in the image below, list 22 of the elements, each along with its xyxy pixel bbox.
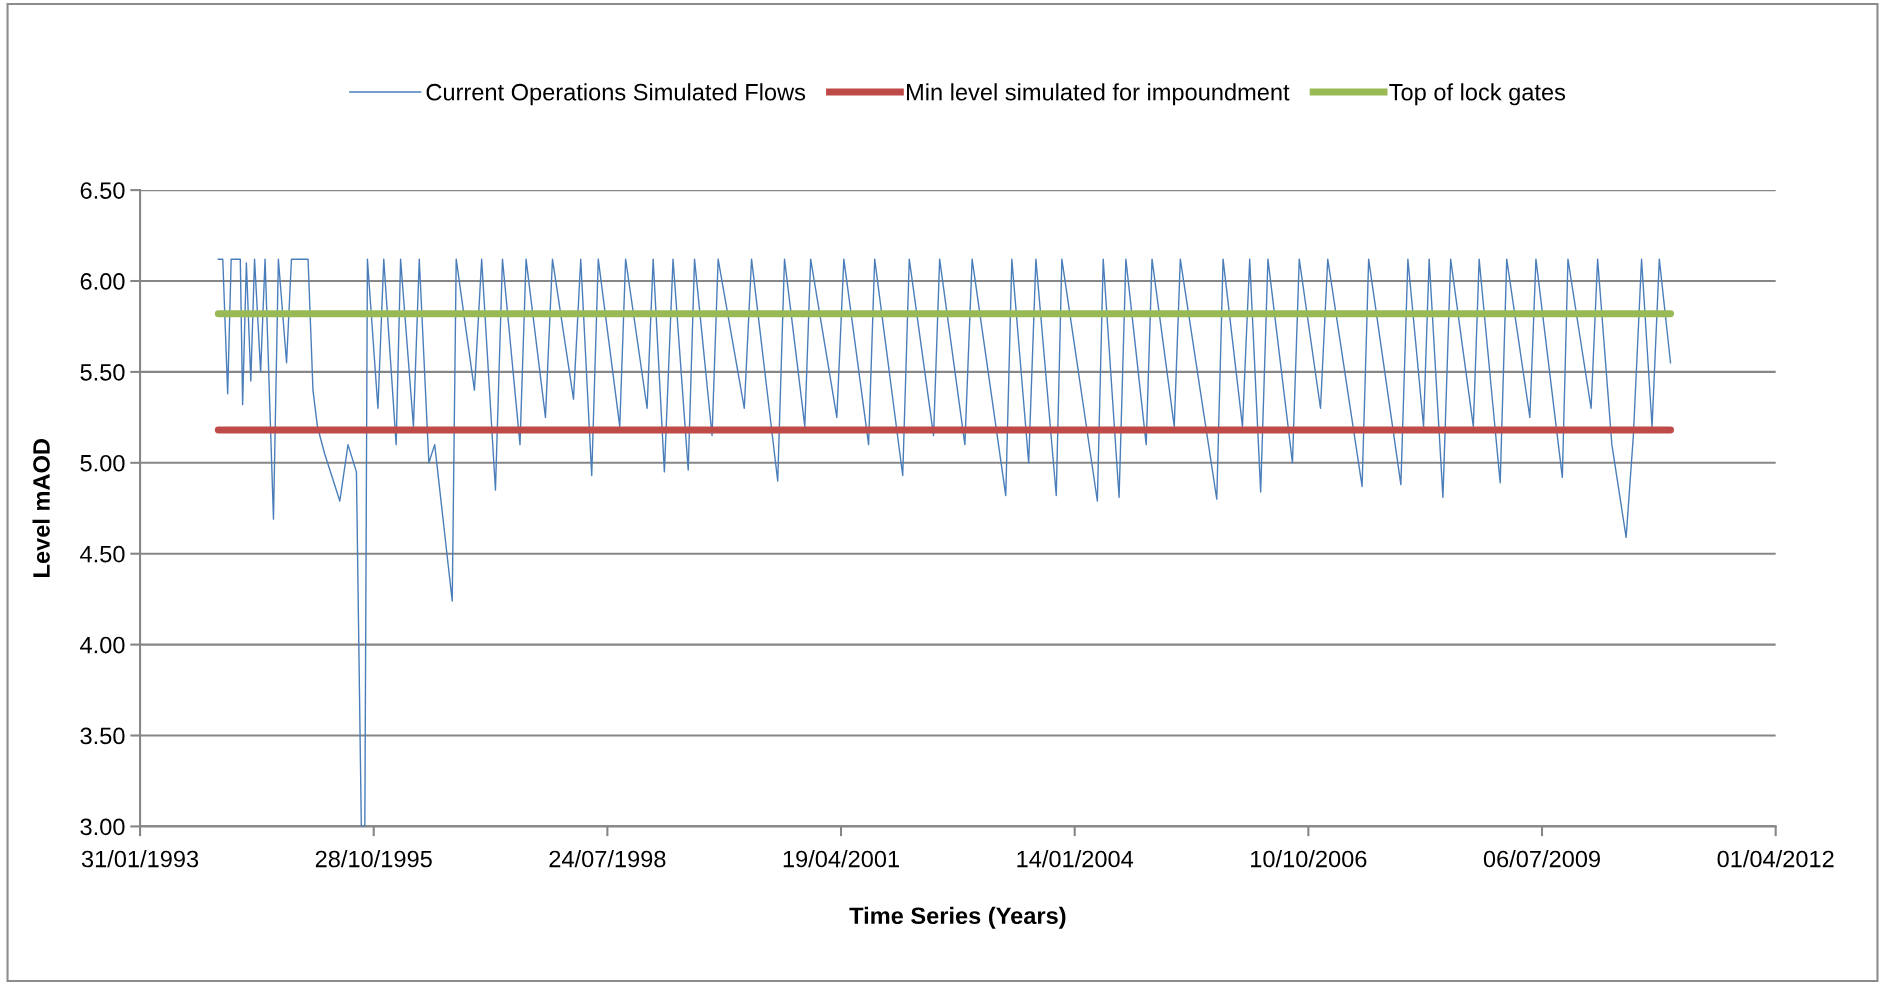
legend-label: Top of lock gates (1389, 83, 1566, 106)
x-tick-label: 31/01/1993 (81, 850, 199, 868)
y-tick-label: 5.50 (80, 363, 125, 381)
y-tick-label: 6.00 (80, 273, 125, 290)
y-tick-label: 3.00 (80, 818, 125, 836)
x-tick-label: 06/07/2009 (1483, 850, 1600, 868)
y-tick-label: 4.00 (80, 636, 125, 654)
y-tick-label: 6.50 (80, 182, 125, 199)
legend-label: Min level simulated for impoundment (907, 83, 1290, 106)
x-axis-title: Time Series (Years) (849, 906, 1066, 929)
x-tick-label: 28/10/1995 (315, 850, 432, 868)
x-tick-label: 01/04/2012 (1717, 850, 1834, 868)
x-tick-label: 19/04/2001 (783, 850, 899, 868)
y-tick-label: 4.50 (80, 545, 125, 563)
y-tick-label: 5.00 (80, 454, 125, 472)
x-tick-label: 24/07/1998 (549, 850, 666, 868)
y-axis-title: Level mAOD (32, 439, 50, 577)
y-tick-label: 3.50 (80, 727, 125, 745)
x-tick-label: 14/01/2004 (1017, 850, 1134, 868)
x-tick-label: 10/10/2006 (1251, 850, 1367, 868)
legend-label: Current Operations Simulated Flows (426, 83, 806, 106)
line-series (217, 258, 1672, 827)
